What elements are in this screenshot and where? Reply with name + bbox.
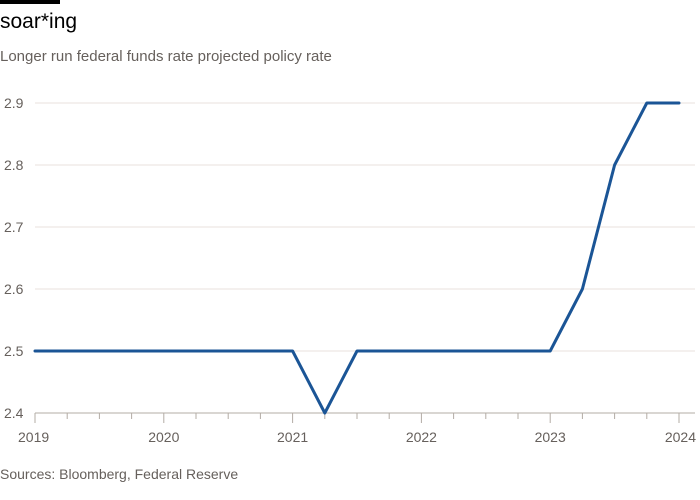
y-tick-label: 2.5	[4, 343, 24, 359]
source-note: Sources: Bloomberg, Federal Reserve	[0, 466, 239, 482]
x-tick-label: 2023	[535, 429, 566, 445]
brand-bar	[0, 0, 60, 4]
x-tick-label: 2024	[665, 429, 696, 445]
grid-lines	[35, 102, 695, 352]
y-tick-label: 2.8	[4, 157, 24, 173]
y-tick-label: 2.9	[4, 95, 24, 111]
chart-subtitle: Longer run federal funds rate projected …	[0, 48, 332, 65]
x-tick-label: 2020	[148, 429, 179, 445]
series-line	[33, 101, 681, 415]
y-tick-label: 2.7	[4, 219, 24, 235]
series-layer	[33, 101, 681, 415]
x-axis: 2019 2020 2021 2022 2023 2024	[18, 412, 696, 445]
x-tick-label: 2019	[18, 429, 49, 445]
x-tick-label: 2021	[277, 429, 308, 445]
x-tick-label: 2022	[406, 429, 437, 445]
y-tick-label: 2.6	[4, 281, 24, 297]
y-axis-labels: 2.4 2.5 2.6 2.7 2.8 2.9	[4, 95, 24, 421]
y-tick-label: 2.4	[4, 405, 24, 421]
chart-title: soar*ing	[0, 10, 78, 33]
